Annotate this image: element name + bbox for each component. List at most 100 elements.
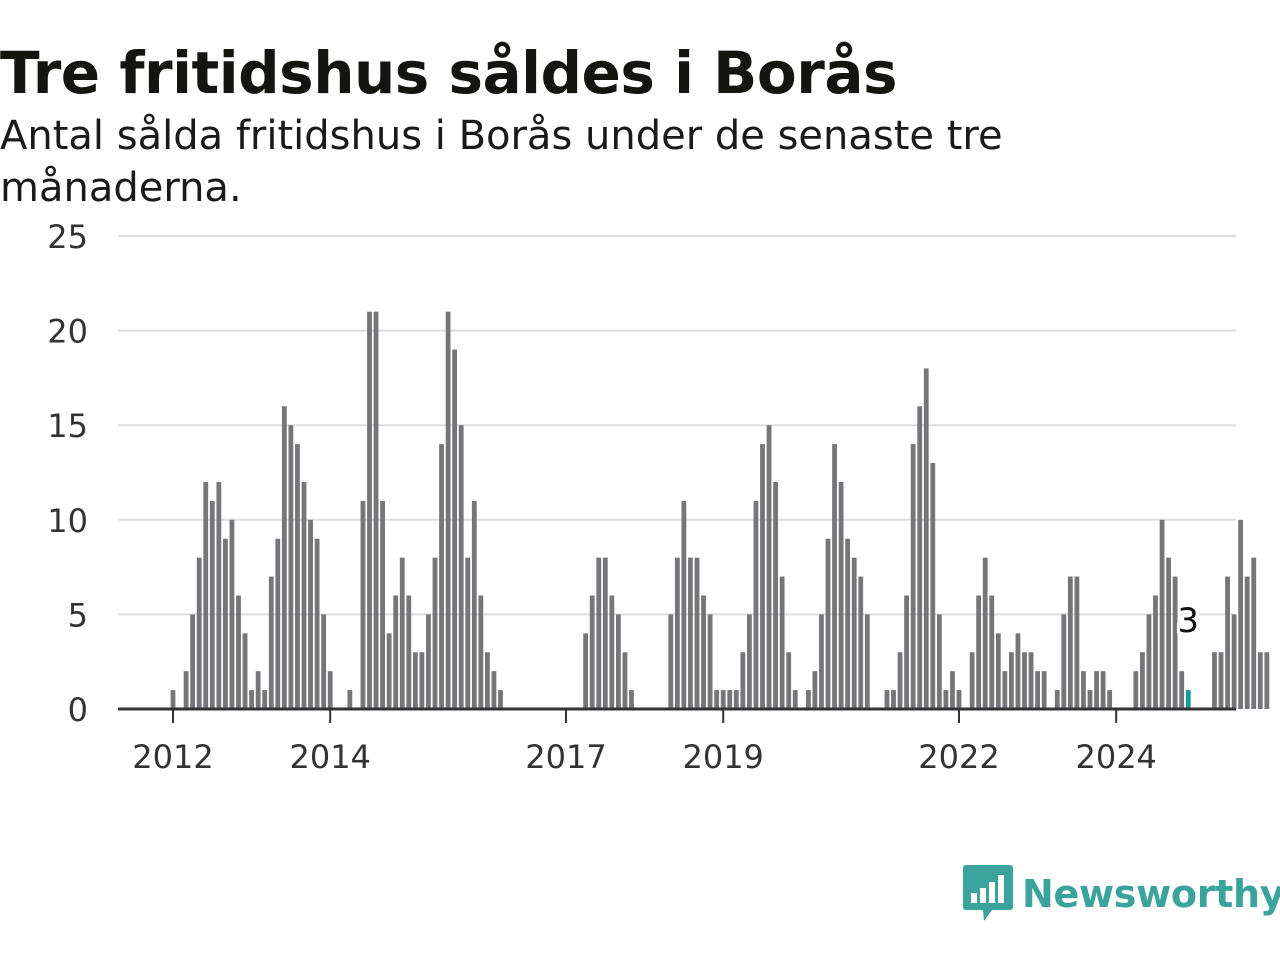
- bar: [891, 690, 896, 709]
- bar: [989, 595, 995, 709]
- chart-subtitle: Antal sålda fritidshus i Borås under de …: [0, 113, 1003, 211]
- bar: [805, 690, 811, 709]
- y-tick-label: 20: [47, 313, 88, 351]
- x-tick-label: 2024: [1075, 738, 1156, 776]
- x-tick-label: 2017: [525, 738, 606, 776]
- bar: [281, 406, 287, 709]
- bar: [766, 425, 772, 709]
- newsworthy-logo: Newsworthy: [962, 862, 1280, 926]
- bar: [216, 481, 222, 709]
- x-tick-label: 2012: [132, 738, 213, 776]
- y-tick-label: 0: [68, 691, 88, 729]
- bar: [864, 614, 870, 709]
- bar: [589, 595, 595, 709]
- bar: [262, 690, 268, 709]
- bar: [616, 614, 621, 709]
- bar: [498, 690, 503, 709]
- bar: [858, 576, 864, 709]
- bar: [406, 595, 412, 709]
- bar: [923, 368, 929, 709]
- bar: [956, 690, 962, 709]
- bar: [367, 311, 372, 709]
- bar: [760, 444, 765, 709]
- bars: [170, 311, 1270, 709]
- bar: [452, 349, 458, 709]
- bar: [1067, 576, 1073, 709]
- bar: [1225, 576, 1230, 709]
- bar: [596, 557, 602, 709]
- bar: [1087, 690, 1093, 709]
- bar: [884, 690, 890, 709]
- bar: [707, 614, 713, 709]
- bar: [465, 557, 471, 709]
- bar: [1002, 671, 1008, 709]
- chart-title: Tre fritidshus såldes i Borås: [0, 39, 898, 107]
- bar: [786, 652, 792, 709]
- bar: [308, 519, 313, 709]
- bar: [753, 500, 759, 709]
- bar: [255, 671, 261, 709]
- y-tick-label: 25: [47, 218, 88, 256]
- x-tick-label: 2022: [918, 738, 999, 776]
- bar: [268, 576, 274, 709]
- bar: [439, 444, 444, 709]
- bar: [203, 481, 209, 709]
- bar: [347, 690, 353, 709]
- bar: [275, 538, 281, 709]
- bar: [681, 500, 687, 709]
- bar: [825, 538, 831, 709]
- bar: [969, 652, 975, 709]
- bar: [491, 671, 497, 709]
- bar: [622, 652, 628, 709]
- bar: [720, 690, 726, 709]
- y-tick-label: 10: [47, 502, 88, 540]
- brand-name: Newsworthy: [1022, 872, 1280, 916]
- bar: [419, 652, 425, 709]
- bar: [1022, 652, 1027, 709]
- bar: [1041, 671, 1047, 709]
- bar: [432, 557, 438, 709]
- bar: [740, 652, 746, 709]
- bar: [733, 690, 739, 709]
- bar: [223, 538, 228, 709]
- bar: [1251, 557, 1257, 709]
- bar: [288, 425, 294, 709]
- bar: [393, 595, 399, 709]
- bar: [943, 690, 949, 709]
- bar: [373, 311, 379, 709]
- bar: [845, 538, 851, 709]
- bar: [701, 595, 706, 709]
- bar: [714, 690, 720, 709]
- bar: [792, 690, 798, 709]
- bar: [1094, 671, 1099, 709]
- bar: [1257, 652, 1263, 709]
- bar: [1264, 652, 1270, 709]
- bar: [445, 311, 451, 709]
- bar: [426, 614, 431, 709]
- y-tick-label: 15: [47, 407, 88, 445]
- bar: [629, 690, 634, 709]
- bar: [1100, 671, 1106, 709]
- bar: [1035, 671, 1040, 709]
- bar: [851, 557, 857, 709]
- bar: [936, 614, 942, 709]
- bar: [1009, 652, 1014, 709]
- x-tick-label: 2014: [289, 738, 370, 776]
- x-tick-label: 2019: [682, 738, 763, 776]
- bar: [229, 519, 235, 709]
- bar: [209, 500, 215, 709]
- labels: 0 5 10 15 20 25 2012 2014 2017 2019 2022 2024 3: [47, 218, 1202, 776]
- bar: [1133, 671, 1139, 709]
- bar: [812, 671, 818, 709]
- bar: [832, 444, 837, 709]
- bar: [183, 671, 189, 709]
- bar: [982, 557, 988, 709]
- bar: [301, 481, 307, 709]
- bar: [471, 500, 477, 709]
- axes: [118, 707, 1236, 723]
- bar: [1107, 690, 1113, 709]
- bar: [917, 406, 923, 709]
- bar: [1231, 614, 1237, 709]
- bar: [694, 557, 700, 709]
